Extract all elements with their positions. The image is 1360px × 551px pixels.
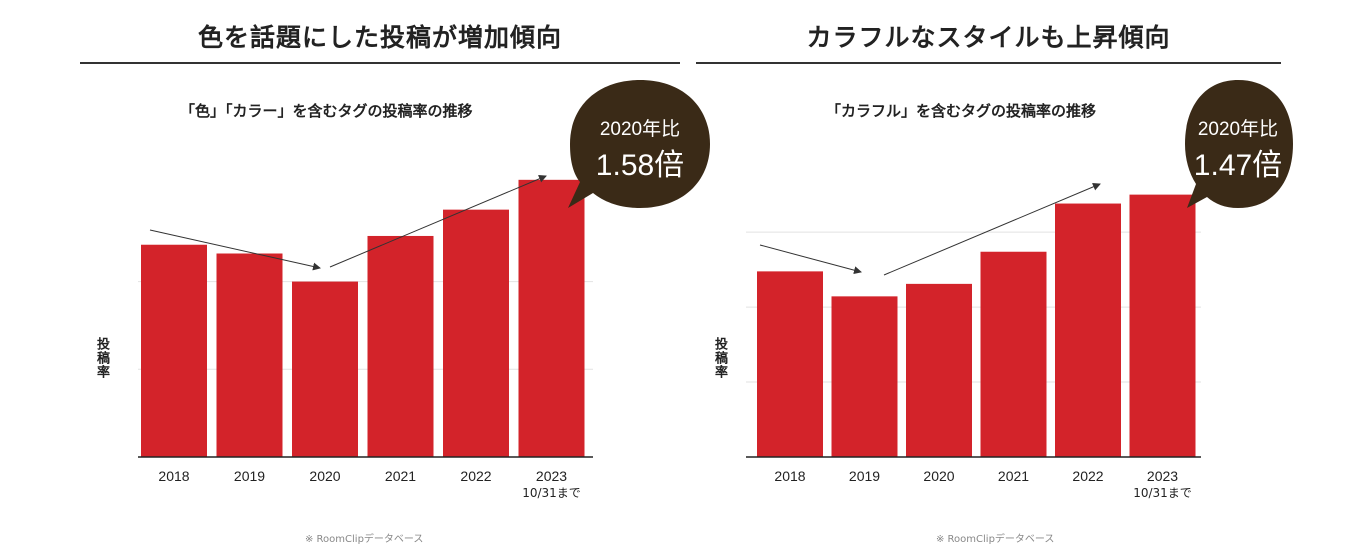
callout-bubble: 2020年比 1.47倍 xyxy=(1183,74,1293,214)
bar-2021 xyxy=(980,251,1047,457)
x-tick-label: 2022 xyxy=(1072,468,1103,484)
panel-heading: 色を話題にした投稿が増加傾向 xyxy=(197,23,562,52)
x-tick-label: 2019 xyxy=(849,468,880,484)
x-tick-label: 2019 xyxy=(234,468,265,484)
x-tick-label: 2022 xyxy=(460,468,491,484)
trend-arrow-2 xyxy=(329,175,547,268)
bar-2018 xyxy=(757,271,823,457)
callout-shape xyxy=(568,80,710,208)
callout-line2: 1.47倍 xyxy=(1193,149,1283,182)
bar-2021 xyxy=(367,235,434,457)
x-tick-label: 2023 xyxy=(536,468,567,484)
bar-2022 xyxy=(1055,203,1121,457)
y-axis-label: 投稿率 xyxy=(712,337,727,379)
bar-2022 xyxy=(443,209,509,457)
y-axis-label: 投稿率 xyxy=(94,337,109,379)
bar-2019 xyxy=(216,253,283,457)
chart-panel-left: 色を話題にした投稿が増加傾向 「色」「カラー」を含むタグの投稿率の推移 投稿率 … xyxy=(80,0,710,551)
x-tick-label: 2018 xyxy=(158,468,189,484)
bar-2020 xyxy=(906,283,972,457)
chart-title: 「カラフル」を含むタグの投稿率の推移 xyxy=(826,102,1097,120)
x-tick-label: 2023 xyxy=(1147,468,1178,484)
footer-note: ※ RoomClipデータベース xyxy=(305,534,424,545)
x-tick-note: 10/31まで xyxy=(1133,486,1192,500)
x-tick-label: 2020 xyxy=(923,468,954,484)
x-tick-label: 2018 xyxy=(774,468,805,484)
bar-2020 xyxy=(292,281,358,457)
heading-divider xyxy=(696,62,1281,64)
trend-arrow-1 xyxy=(759,244,862,275)
bar-2019 xyxy=(831,296,898,457)
heading-divider xyxy=(80,62,680,64)
bar-2023 xyxy=(1129,194,1196,458)
bar-chart: 2018 2019 2020 2021 2022 2023 10/31まで xyxy=(138,175,593,500)
chart-title: 「色」「カラー」を含むタグの投稿率の推移 xyxy=(180,102,473,120)
footer-note: ※ RoomClipデータベース xyxy=(936,534,1055,545)
panel-heading: カラフルなスタイルも上昇傾向 xyxy=(806,23,1171,52)
callout-line2: 1.58倍 xyxy=(595,149,685,182)
callout-bubble: 2020年比 1.58倍 xyxy=(560,74,720,214)
bar-2023 xyxy=(518,179,585,457)
x-tick-label: 2020 xyxy=(309,468,340,484)
chart-panel-right: カラフルなスタイルも上昇傾向 「カラフル」を含むタグの投稿率の推移 投稿率 20… xyxy=(696,0,1293,551)
trend-arrow-1 xyxy=(149,229,321,271)
callout-line1: 2020年比 xyxy=(599,119,681,140)
callout-shape xyxy=(1185,80,1293,208)
callout-line1: 2020年比 xyxy=(1197,119,1279,140)
bar-chart: 2018 2019 2020 2021 2022 2023 10/31まで xyxy=(746,183,1201,500)
x-tick-label: 2021 xyxy=(998,468,1029,484)
x-tick-note: 10/31まで xyxy=(522,486,581,500)
trend-arrow-2 xyxy=(883,183,1101,276)
bar-2018 xyxy=(141,244,207,457)
x-tick-label: 2021 xyxy=(385,468,416,484)
